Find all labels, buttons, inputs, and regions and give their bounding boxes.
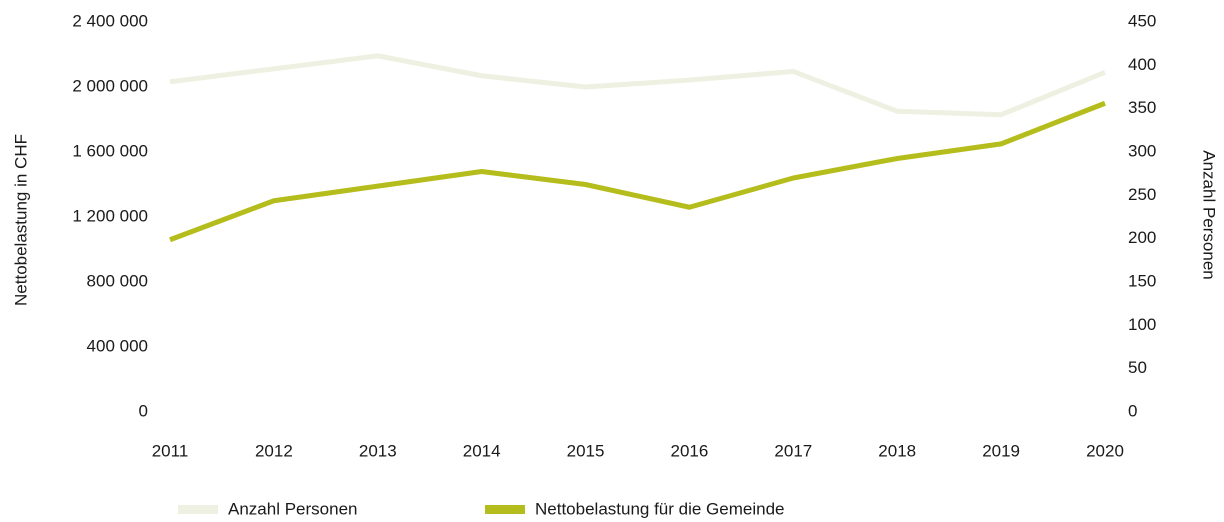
x-tick-label: 2017 [774, 441, 812, 460]
y-tick-label: 1 600 000 [72, 141, 148, 160]
y2-tick-label: 100 [1128, 315, 1156, 334]
legend-label: Nettobelastung für die Gemeinde [535, 499, 785, 518]
x-tick-label: 2018 [878, 441, 916, 460]
x-tick-label: 2016 [671, 441, 709, 460]
y-tick-label: 2 400 000 [72, 11, 148, 30]
y2-tick-label: 150 [1128, 271, 1156, 290]
legend-label: Anzahl Personen [228, 499, 357, 518]
y-tick-label: 0 [139, 401, 148, 420]
series-line [169, 53, 1106, 118]
legend-swatch [485, 505, 525, 514]
x-tick-label: 2012 [255, 441, 293, 460]
x-tick-label: 2015 [567, 441, 605, 460]
x-tick-label: 2014 [463, 441, 501, 460]
x-tick-label: 2020 [1086, 441, 1124, 460]
legend-swatch [178, 505, 218, 514]
y2-tick-label: 0 [1128, 401, 1137, 420]
x-tick-label: 2011 [152, 441, 189, 460]
y2-tick-label: 350 [1128, 98, 1156, 117]
y-axis-label: Nettobelastung in CHF [11, 134, 30, 306]
y2-axis-label: Anzahl Personen [1200, 150, 1219, 279]
y2-tick-label: 300 [1128, 141, 1156, 160]
y2-tick-label: 250 [1128, 185, 1156, 204]
y2-tick-label: 50 [1128, 358, 1147, 377]
x-tick-label: 2013 [359, 441, 397, 460]
y2-tick-label: 450 [1128, 11, 1156, 30]
series-line [169, 100, 1106, 243]
y-tick-label: 1 200 000 [72, 206, 148, 225]
y-tick-label: 800 000 [87, 271, 148, 290]
x-tick-label: 2019 [982, 441, 1020, 460]
y2-tick-label: 400 [1128, 55, 1156, 74]
y-tick-label: 2 000 000 [72, 76, 148, 95]
y-tick-label: 400 000 [87, 336, 148, 355]
y2-tick-label: 200 [1128, 228, 1156, 247]
